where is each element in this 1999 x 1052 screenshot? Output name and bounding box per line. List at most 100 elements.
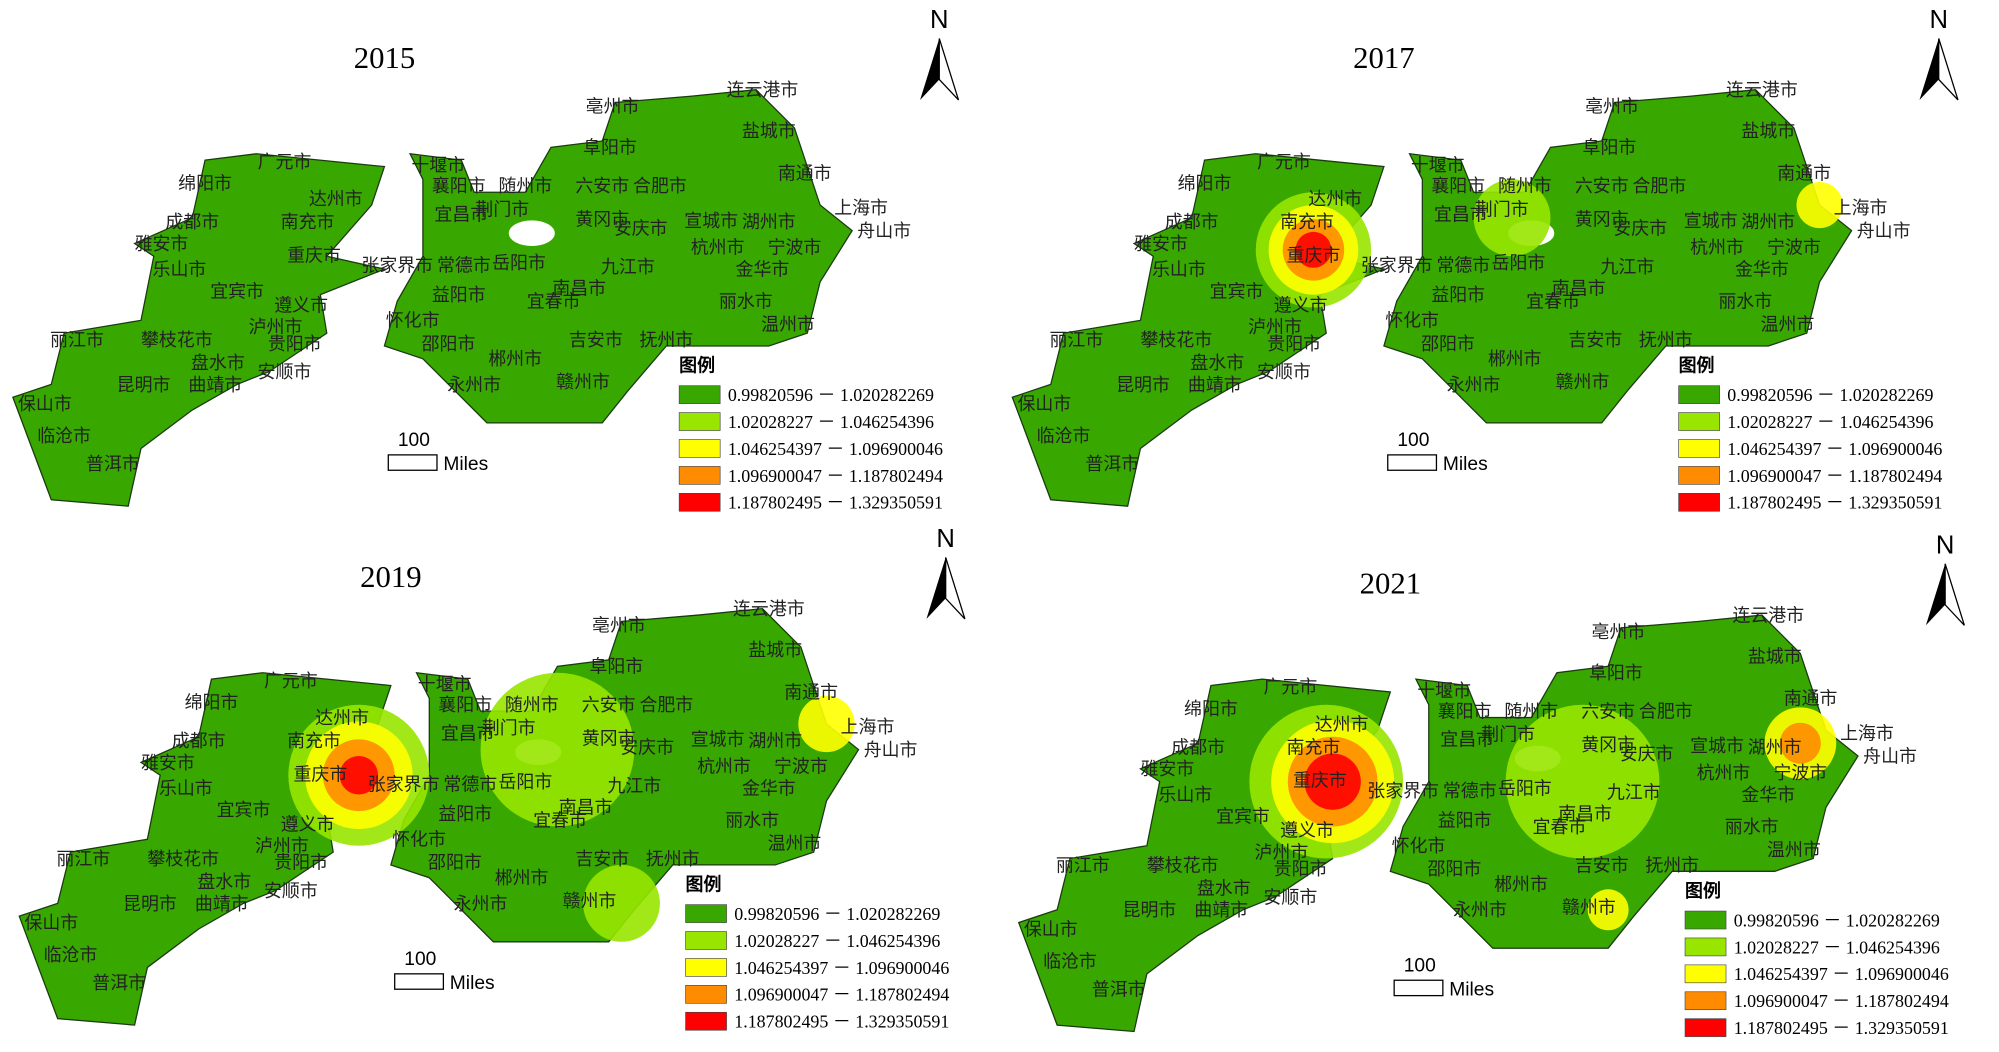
- city-label: 襄阳市: [438, 695, 492, 716]
- city-label: 保山市: [18, 394, 72, 415]
- city-label: 合肥市: [1633, 176, 1687, 197]
- city-label: 昆明市: [123, 894, 177, 915]
- legend-swatch: [685, 904, 727, 923]
- city-label: 盘水市: [1197, 878, 1251, 899]
- city-label: 宜春市: [527, 292, 581, 313]
- city-label: 宜春市: [1526, 292, 1580, 313]
- city-label: 绵阳市: [178, 174, 232, 195]
- city-label: 抚州市: [1639, 330, 1693, 351]
- city-label: 曲靖市: [1188, 375, 1242, 396]
- north-arrow-half: [1938, 38, 1959, 101]
- city-label: 乐山市: [1152, 259, 1206, 280]
- north-arrow-half: [938, 38, 960, 101]
- legend-swatch: [1684, 991, 1727, 1011]
- city-label: 宜宾市: [1210, 281, 1264, 302]
- city-label: 达州市: [315, 708, 369, 729]
- city-label: 泸州市: [255, 836, 309, 857]
- legend-swatch: [685, 1011, 727, 1031]
- legend-swatch: [1678, 385, 1720, 404]
- city-label: 岳阳市: [1492, 253, 1546, 274]
- north-arrow-half: [1944, 563, 1965, 626]
- city-label: 安庆市: [1613, 218, 1667, 239]
- city-label: 赣州市: [556, 372, 610, 393]
- city-label: 随州市: [505, 695, 559, 716]
- city-label: 益阳市: [438, 804, 492, 825]
- city-label: 十堰市: [1411, 156, 1465, 177]
- legend-label: 1.046254397 － 1.096900046: [728, 439, 943, 459]
- scale-bar: [1393, 979, 1444, 997]
- city-label: 郴州市: [1494, 875, 1548, 896]
- city-label: 十堰市: [1417, 681, 1471, 702]
- scale-bar: [394, 973, 445, 990]
- city-label: 盘水市: [191, 353, 245, 374]
- city-label: 丽水市: [1725, 817, 1779, 838]
- legend-swatch: [685, 931, 727, 950]
- city-label: 荆门市: [1481, 725, 1535, 746]
- legend-title: 图例: [1685, 880, 1721, 902]
- legend-title: 图例: [1679, 355, 1715, 377]
- map-panel: 2015 N 连云港市亳州市阜阳市 盐城市南通市上海市舟山市 十堰市襄阳市 随州市 六安市合…: [12, 6, 960, 513]
- city-label: 九江市: [601, 257, 655, 278]
- city-label: 重庆市: [287, 245, 341, 266]
- city-label: 湖州市: [1741, 212, 1795, 233]
- city-label: 吉安市: [575, 849, 629, 870]
- hotspot: [798, 695, 855, 753]
- city-label: 常德市: [443, 775, 497, 796]
- legend-swatch: [1678, 439, 1720, 458]
- legend-title: 图例: [686, 874, 722, 896]
- city-label: 宣城市: [684, 211, 738, 232]
- city-label: 宣城市: [1684, 211, 1738, 232]
- hotspot: [480, 672, 635, 827]
- city-label: 黄冈市: [582, 728, 636, 749]
- city-label: 盐城市: [748, 640, 802, 661]
- city-label: 广元市: [258, 152, 312, 173]
- scale-bar: [1387, 454, 1438, 471]
- legend-swatch: [678, 439, 721, 458]
- city-label: 合肥市: [1639, 702, 1693, 723]
- city-label: 丽江市: [1056, 855, 1110, 876]
- city-label: 宜春市: [1533, 817, 1587, 838]
- city-label: 重庆市: [1287, 245, 1341, 266]
- city-label: 临沧市: [1043, 951, 1097, 972]
- city-label: 昆明市: [117, 375, 171, 396]
- city-label: 连云港市: [1726, 80, 1798, 101]
- city-label: 六安市: [1581, 702, 1635, 723]
- legend-swatch: [685, 958, 727, 977]
- city-label: 杭州市: [691, 238, 745, 259]
- city-label: 邵阳市: [422, 334, 476, 355]
- city-label: 温州市: [768, 834, 822, 855]
- city-label: 金华市: [1735, 259, 1789, 280]
- city-label: 宜春市: [533, 810, 587, 831]
- city-label: 盘水市: [197, 872, 251, 893]
- city-label: 南通市: [778, 163, 832, 184]
- legend-label: 1.02028227 － 1.046254396: [734, 931, 940, 951]
- scale-unit: Miles: [1449, 980, 1494, 1001]
- city-label: 宜宾市: [210, 281, 264, 302]
- city-label: 金华市: [742, 778, 796, 799]
- city-label: 宜昌市: [441, 723, 495, 744]
- city-label: 攀枝花市: [1147, 855, 1219, 876]
- city-label: 张家界市: [1367, 781, 1439, 802]
- city-label: 常德市: [1443, 781, 1497, 802]
- legend-swatch: [685, 985, 727, 1004]
- city-label: 张家界市: [368, 775, 440, 796]
- panel-title: 2021: [1360, 566, 1421, 600]
- city-label: 杭州市: [1697, 763, 1751, 784]
- city-label: 杭州市: [1690, 238, 1744, 259]
- city-label: 随州市: [1498, 176, 1552, 197]
- city-label: 成都市: [165, 212, 219, 233]
- city-label: 丽水市: [719, 292, 773, 313]
- city-label: 十堰市: [411, 156, 465, 177]
- city-label: 赣州市: [1556, 372, 1610, 393]
- north-label: N: [930, 6, 949, 34]
- city-label: 贵阳市: [1274, 859, 1328, 880]
- city-label: 南充市: [1287, 737, 1341, 758]
- city-label: 六安市: [575, 176, 629, 197]
- city-label: 临沧市: [37, 426, 91, 447]
- city-label: 阜阳市: [1589, 663, 1643, 684]
- city-label: 永州市: [1447, 375, 1501, 396]
- city-label: 贵阳市: [268, 334, 322, 355]
- city-label: 合肥市: [633, 176, 687, 197]
- legend-swatch: [678, 493, 721, 512]
